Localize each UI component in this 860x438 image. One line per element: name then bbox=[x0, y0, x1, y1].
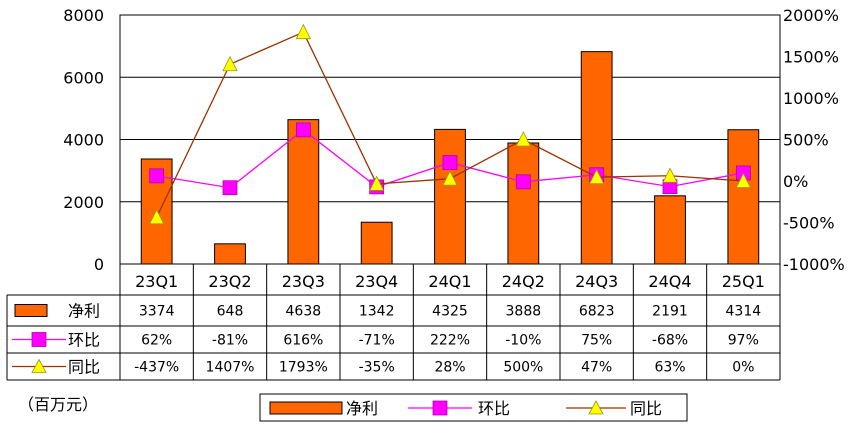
data-label: -68% bbox=[652, 333, 688, 349]
yoy-point-24Q3 bbox=[589, 168, 605, 184]
data-label: 97% bbox=[728, 333, 759, 349]
bar-24Q3 bbox=[580, 51, 613, 265]
mom-point-23Q2 bbox=[222, 180, 238, 196]
row-key-profit bbox=[14, 304, 48, 317]
y-tick-label: 6000 bbox=[63, 68, 104, 87]
unit-label: （百万元） bbox=[18, 395, 98, 414]
x-tick-label: 23Q2 bbox=[208, 272, 251, 291]
data-label: 1793% bbox=[279, 360, 328, 376]
data-label: 1407% bbox=[206, 360, 255, 376]
y-axis-right: -1000% -500% 0% 500% 1000% 1500% 2000% bbox=[783, 6, 845, 274]
y-tick-label: 4000 bbox=[63, 131, 104, 150]
x-tick-label: 24Q3 bbox=[575, 272, 618, 291]
x-tick-label: 23Q4 bbox=[355, 272, 398, 291]
bar-23Q2 bbox=[214, 243, 246, 265]
legend-key-mom-marker bbox=[432, 400, 448, 416]
yoy-point-24Q4 bbox=[662, 167, 678, 183]
y2-tick-label: 1000% bbox=[783, 89, 839, 108]
x-tick-label: 24Q2 bbox=[502, 272, 545, 291]
yoy-point-23Q3 bbox=[295, 23, 311, 40]
bar-24Q4 bbox=[654, 195, 686, 265]
x-tick-label: 24Q4 bbox=[648, 272, 691, 291]
data-label: 0% bbox=[732, 360, 754, 376]
mom-point-24Q1 bbox=[442, 155, 458, 170]
data-label: 75% bbox=[581, 333, 612, 349]
data-label: 1342 bbox=[359, 304, 395, 320]
y-axis-left: 0 2000 4000 6000 8000 bbox=[63, 6, 104, 274]
y-tick-label: 2000 bbox=[63, 193, 104, 212]
y-tick-label: 8000 bbox=[63, 6, 104, 25]
yoy-point-23Q4 bbox=[369, 175, 385, 191]
yoy-point-24Q2 bbox=[515, 131, 531, 147]
y-tick-label: 0 bbox=[94, 255, 104, 274]
data-label: 4325 bbox=[432, 304, 468, 320]
row-label: 净利 bbox=[68, 302, 100, 321]
legend-label: 净利 bbox=[346, 399, 378, 418]
x-tick-label: 25Q1 bbox=[722, 272, 765, 291]
mom-point-24Q2 bbox=[515, 174, 531, 190]
data-label: -10% bbox=[505, 333, 541, 349]
data-label: 4638 bbox=[286, 304, 322, 320]
legend-key-yoy-marker bbox=[588, 400, 604, 415]
data-label: 6823 bbox=[579, 304, 615, 320]
x-tick-label: 24Q1 bbox=[428, 272, 471, 291]
data-label: -437% bbox=[134, 360, 179, 376]
y2-tick-label: 0% bbox=[783, 172, 808, 191]
row-key-yoy-marker bbox=[31, 358, 47, 373]
bar-23Q3 bbox=[287, 119, 320, 265]
data-label: 222% bbox=[430, 333, 470, 349]
yoy-point-24Q1 bbox=[442, 170, 458, 186]
yoy-point-23Q1 bbox=[149, 208, 165, 225]
legend: 净利 环比 同比 bbox=[259, 393, 688, 422]
mom-point-23Q3 bbox=[295, 122, 311, 138]
y2-tick-label: 2000% bbox=[783, 6, 839, 25]
legend-label: 同比 bbox=[630, 399, 662, 418]
bar-24Q1 bbox=[434, 128, 466, 265]
data-label: 2191 bbox=[652, 304, 688, 320]
data-label: 616% bbox=[283, 333, 323, 349]
bar-23Q4 bbox=[360, 221, 393, 265]
yoy-point-23Q2 bbox=[222, 55, 238, 72]
yoy-point-25Q1 bbox=[735, 172, 751, 188]
y2-tick-label: -1000% bbox=[783, 255, 845, 274]
data-label: 648 bbox=[217, 304, 244, 320]
x-tick-label: 23Q1 bbox=[135, 272, 178, 291]
data-label: 500% bbox=[503, 360, 543, 376]
data-label: 47% bbox=[581, 360, 612, 376]
y2-tick-label: 1500% bbox=[783, 48, 839, 67]
data-label: 62% bbox=[141, 333, 172, 349]
bar-24Q2 bbox=[507, 142, 540, 265]
bar-25Q1 bbox=[727, 129, 760, 265]
data-label: 4314 bbox=[726, 304, 762, 320]
data-table: 23Q1 23Q2 23Q3 23Q4 24Q1 24Q2 24Q3 24Q4 25Q1 净利 33… bbox=[6, 263, 781, 381]
data-label: -81% bbox=[212, 333, 248, 349]
legend-key-profit bbox=[269, 401, 343, 415]
y2-tick-label: -500% bbox=[783, 214, 835, 233]
bars bbox=[140, 51, 760, 265]
yoy-series bbox=[149, 23, 751, 225]
y2-tick-label: 500% bbox=[783, 131, 829, 150]
data-label: -35% bbox=[359, 360, 395, 376]
data-label: 3374 bbox=[139, 304, 175, 320]
data-label: 28% bbox=[434, 360, 465, 376]
row-label: 同比 bbox=[68, 358, 100, 377]
legend-label: 环比 bbox=[478, 399, 510, 418]
data-label: -71% bbox=[359, 333, 395, 349]
mom-point-23Q1 bbox=[149, 168, 165, 184]
x-tick-label: 23Q3 bbox=[282, 272, 325, 291]
row-label: 环比 bbox=[68, 331, 100, 350]
row-key-mom-marker bbox=[31, 332, 47, 347]
data-label: 63% bbox=[654, 360, 685, 376]
data-label: 3888 bbox=[506, 304, 542, 320]
